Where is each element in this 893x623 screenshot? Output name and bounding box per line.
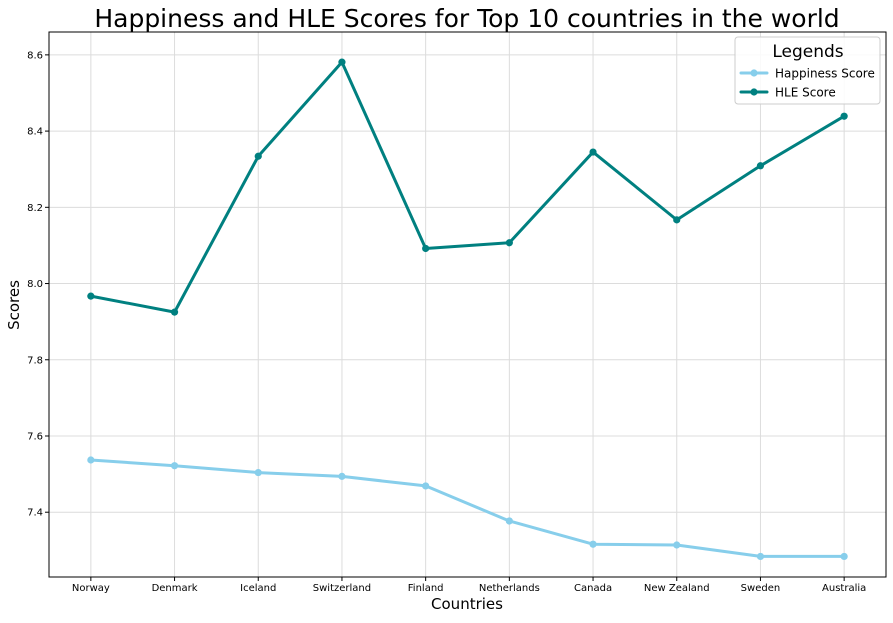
y-tick-label: 8.2 xyxy=(27,203,43,214)
happiness-score-point xyxy=(505,517,513,525)
y-tick-label: 7.8 xyxy=(27,355,43,366)
happiness-score-point xyxy=(422,482,430,490)
grid-lines xyxy=(49,32,886,577)
hle-score-point xyxy=(505,239,513,247)
series-layer xyxy=(87,58,848,561)
y-tick-label: 8.0 xyxy=(27,279,43,290)
legend-marker-happiness-score xyxy=(750,69,758,77)
happiness-score-point xyxy=(840,552,848,561)
hle-score-line xyxy=(89,60,846,314)
happiness-score-point xyxy=(756,552,765,561)
x-tick-label: Sweden xyxy=(741,583,781,594)
hle-score-point xyxy=(170,308,179,316)
happiness-score-point xyxy=(87,456,95,464)
x-tick-label: Australia xyxy=(822,583,866,594)
legend-entries: Happiness Score HLE Score xyxy=(739,67,875,100)
y-tick-label: 7.4 xyxy=(27,508,43,519)
x-axis-label: Countries xyxy=(431,595,503,613)
x-tick-label: Denmark xyxy=(152,583,198,594)
plot-frame xyxy=(48,31,887,578)
x-tick-label: Netherlands xyxy=(479,583,540,594)
hle-score-point xyxy=(756,162,765,170)
hle-score-point xyxy=(422,244,430,253)
y-axis-label: Scores xyxy=(5,280,23,330)
hle-score-point xyxy=(589,148,597,156)
legend: Legends Happiness Score HLE Score xyxy=(734,36,881,105)
y-tick-label: 8.6 xyxy=(27,50,43,61)
x-tick-label: New Zealand xyxy=(644,583,710,594)
hle-score-point xyxy=(254,152,262,160)
chart-title: Happiness and HLE Scores for Top 10 coun… xyxy=(94,4,839,33)
happiness-score-point xyxy=(254,468,262,477)
y-tick-label: 8.4 xyxy=(27,127,43,138)
happiness-score-line xyxy=(89,458,846,558)
legend-marker-hle-score xyxy=(750,88,758,96)
x-tick-label: Canada xyxy=(574,583,612,594)
happiness-score-point xyxy=(338,472,346,480)
x-tick-label: Norway xyxy=(72,583,110,594)
happiness-score-point xyxy=(589,540,597,548)
happiness-score-point xyxy=(673,541,681,549)
hle-score-point xyxy=(840,112,848,120)
x-tick-label: Iceland xyxy=(240,583,276,594)
x-tick-label: Switzerland xyxy=(313,583,371,594)
happiness-score-point xyxy=(170,462,179,470)
y-tick-label: 7.6 xyxy=(27,431,43,442)
legend-title: Legends xyxy=(772,42,843,62)
x-tick-label: Finland xyxy=(408,583,444,594)
legend-label-hle-score: HLE Score xyxy=(775,86,836,100)
hle-score-point xyxy=(87,292,95,300)
hle-score-point xyxy=(673,216,681,224)
legend-box xyxy=(734,36,881,105)
axes: Norway Denmark Iceland Switzerland Finland Ne… xyxy=(27,31,887,594)
legend-label-happiness-score: Happiness Score xyxy=(775,67,875,81)
hle-score-point xyxy=(338,58,346,66)
